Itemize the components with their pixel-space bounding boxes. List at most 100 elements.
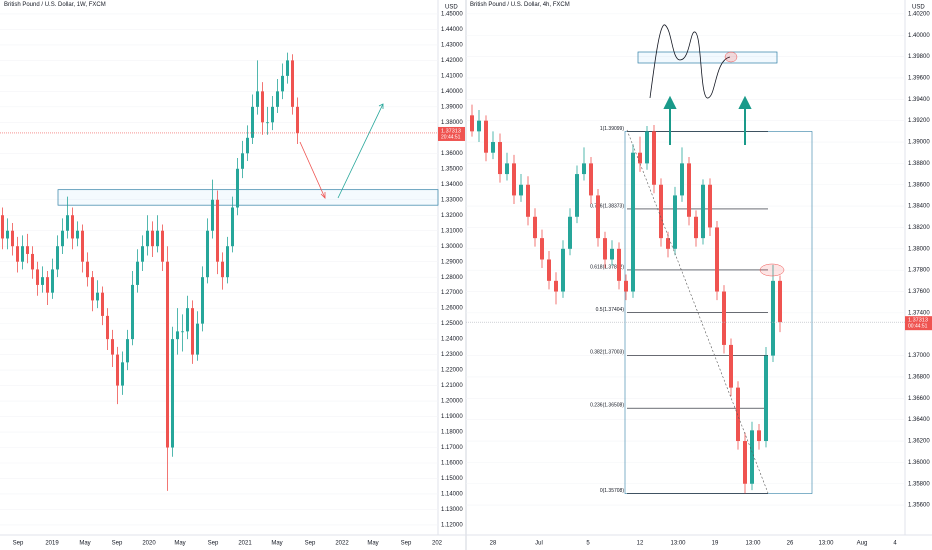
candle-body — [659, 184, 663, 239]
candle-body — [477, 120, 481, 132]
candle-body — [61, 230, 64, 247]
candle-body — [31, 253, 34, 270]
y-tick-label: 1.45000 — [441, 12, 463, 18]
sketch-line — [649, 24, 731, 99]
candle-body — [652, 131, 656, 185]
candle-body — [771, 280, 775, 356]
y-tick-label: 1.27000 — [441, 290, 463, 296]
candle-body — [505, 163, 509, 175]
candle-body — [11, 230, 14, 247]
x-tick-label: 5 — [586, 541, 590, 547]
x-tick-label: May — [79, 541, 90, 547]
y-tick-label: 1.14000 — [441, 492, 463, 498]
candle-body — [26, 246, 29, 254]
y-tick-label: 1.16000 — [441, 461, 463, 467]
chart-title: British Pound / U.S. Dollar, 1W, FXCM — [4, 2, 106, 8]
candle-body — [617, 248, 621, 281]
candle-body — [231, 207, 234, 247]
y-tick-label: 1.35600 — [908, 503, 930, 509]
candle-body — [1, 215, 4, 239]
axis-unit: USD — [445, 5, 458, 11]
x-tick-label: 2019 — [45, 541, 59, 547]
candle-body — [141, 246, 144, 262]
candle-body — [296, 106, 299, 133]
x-tick-label: 12 — [637, 541, 644, 547]
x-tick-label: 13:00 — [670, 541, 686, 547]
x-tick-label: 13:00 — [745, 541, 761, 547]
candle-body — [729, 344, 733, 388]
candle-body — [251, 106, 254, 138]
candle-body — [708, 184, 712, 228]
candle-body — [96, 292, 99, 301]
y-tick-label: 1.37800 — [908, 268, 930, 274]
candle-body — [638, 152, 642, 164]
y-tick-label: 1.44000 — [441, 27, 463, 33]
fib-label: 0.382(1.37003) — [590, 350, 624, 356]
y-tick-label: 1.38000 — [908, 246, 930, 252]
candle-body — [106, 315, 109, 340]
candle-body — [151, 230, 154, 247]
axis-unit: USD — [912, 5, 925, 11]
candle-body — [221, 261, 224, 278]
fib-label: 0.236(1.36508) — [590, 402, 624, 408]
x-tick-label: 19 — [712, 541, 719, 547]
y-tick-label: 1.35000 — [441, 166, 463, 172]
candle-body — [41, 277, 44, 285]
candle-body — [36, 269, 39, 285]
y-tick-label: 1.24000 — [441, 337, 463, 343]
y-tick-label: 1.40000 — [908, 33, 930, 39]
candle-body — [750, 430, 754, 484]
candle-body — [484, 120, 488, 153]
y-tick-label: 1.39800 — [908, 54, 930, 60]
candle-body — [86, 261, 89, 278]
y-tick-label: 1.37600 — [908, 289, 930, 295]
y-tick-label: 1.39000 — [908, 140, 930, 146]
candle-body — [554, 280, 558, 292]
y-tick-label: 1.33000 — [441, 197, 463, 203]
candle-body — [16, 246, 19, 262]
up-arrow — [738, 95, 752, 145]
candle-body — [736, 387, 740, 442]
candle-body — [196, 323, 199, 355]
candle-body — [687, 163, 691, 217]
red-arrow-head — [320, 192, 326, 199]
zone-box — [57, 189, 439, 206]
candle-body — [778, 280, 782, 323]
candle-body — [286, 60, 289, 76]
candle-body — [101, 292, 104, 316]
candle-body — [136, 261, 139, 285]
candle-body — [176, 331, 179, 340]
y-tick-label: 1.13000 — [441, 507, 463, 513]
candle-body — [281, 75, 284, 92]
fib-label: 0.786(1.38373) — [590, 203, 624, 209]
x-tick-label: Aug — [857, 541, 868, 547]
y-tick-label: 1.36000 — [908, 460, 930, 466]
y-tick-label: 1.36400 — [908, 417, 930, 423]
y-tick-label: 1.37400 — [908, 310, 930, 316]
candle-body — [582, 163, 586, 175]
teal-arrow-head — [378, 103, 384, 109]
candle-body — [271, 106, 274, 123]
x-tick-label: 28 — [490, 541, 497, 547]
candle-body — [81, 230, 84, 262]
candle-body — [743, 441, 747, 484]
fib-label: 1(1.39099) — [600, 126, 625, 132]
y-tick-label: 1.32000 — [441, 213, 463, 219]
x-tick-label: Sep — [112, 541, 123, 547]
y-tick-label: 1.20000 — [441, 399, 463, 405]
candle-body — [645, 131, 649, 164]
candle-body — [757, 430, 761, 442]
candle-body — [226, 246, 229, 278]
candle-body — [146, 230, 149, 247]
candle-body — [764, 355, 768, 442]
candle-body — [470, 115, 474, 132]
y-tick-label: 1.17000 — [441, 445, 463, 451]
y-tick-label: 1.25000 — [441, 321, 463, 327]
candle-body — [66, 215, 69, 231]
candle-body — [111, 339, 114, 355]
candle-body — [673, 195, 677, 249]
y-tick-label: 1.38400 — [908, 204, 930, 210]
y-tick-label: 1.15000 — [441, 476, 463, 482]
y-tick-label: 1.39000 — [441, 104, 463, 110]
candle-body — [206, 230, 209, 278]
